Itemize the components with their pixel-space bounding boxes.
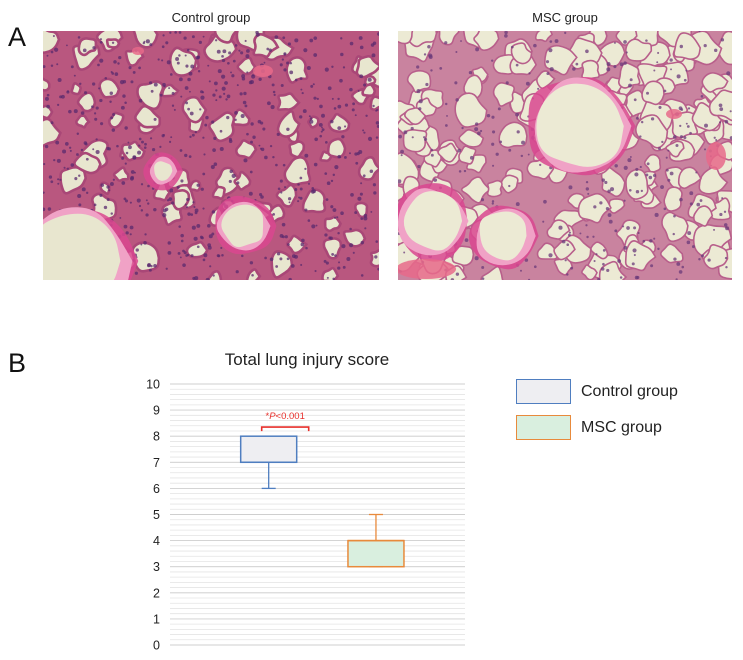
control-histology-graphic [43, 31, 379, 280]
y-tick-label: 5 [153, 508, 160, 522]
msc-histology-graphic [398, 31, 732, 280]
y-tick-label: 4 [153, 534, 160, 548]
box-plot-chart: Total lung injury score 0 1 2 3 4 5 6 7 8 9 10 *P<… [146, 350, 465, 653]
y-tick-label: 6 [153, 482, 160, 496]
panel-label-a: A [8, 22, 27, 52]
control-image-title: Control group [171, 10, 251, 25]
box-body [239, 435, 298, 464]
significance-bracket [260, 426, 310, 432]
y-tick-label: 10 [146, 378, 160, 392]
y-tick-label: 3 [153, 560, 160, 574]
box-body [347, 539, 405, 568]
panel-label-b: B [8, 348, 27, 378]
legend-label-control: Control group [581, 382, 678, 400]
y-tick-label: 2 [153, 586, 160, 600]
msc-histology-image [398, 31, 732, 280]
chart-grid [170, 383, 465, 646]
y-axis-ticks: 0 1 2 3 4 5 6 7 8 9 10 [146, 378, 160, 653]
box-series [239, 435, 405, 568]
legend-label-msc: MSC group [581, 418, 662, 436]
legend-item-msc: MSC group [516, 415, 662, 440]
legend-swatch-msc [516, 415, 571, 440]
legend-swatch-control [516, 379, 571, 404]
significance-label: *P<0.001 [266, 411, 305, 422]
y-tick-label: 0 [153, 639, 160, 653]
legend-item-control: Control group [516, 379, 678, 404]
y-tick-label: 7 [153, 456, 160, 470]
y-tick-label: 1 [153, 612, 160, 626]
msc-image-title: MSC group [532, 10, 598, 25]
box-msc [347, 513, 405, 568]
y-tick-label: 8 [153, 430, 160, 444]
significance-annotation: *P<0.001 [260, 411, 310, 432]
y-tick-label: 9 [153, 404, 160, 418]
box-control [239, 435, 298, 490]
chart-title: Total lung injury score [225, 350, 389, 369]
control-histology-image [43, 31, 379, 280]
